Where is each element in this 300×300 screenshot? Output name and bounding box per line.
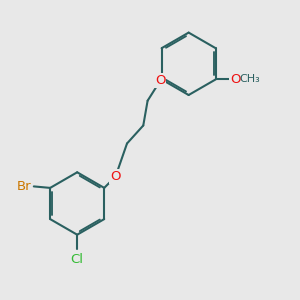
Text: O: O — [155, 74, 165, 87]
Text: O: O — [230, 73, 241, 86]
Text: CH₃: CH₃ — [239, 74, 260, 84]
Text: O: O — [110, 170, 121, 183]
Text: Br: Br — [17, 180, 32, 193]
Text: Cl: Cl — [71, 254, 84, 266]
